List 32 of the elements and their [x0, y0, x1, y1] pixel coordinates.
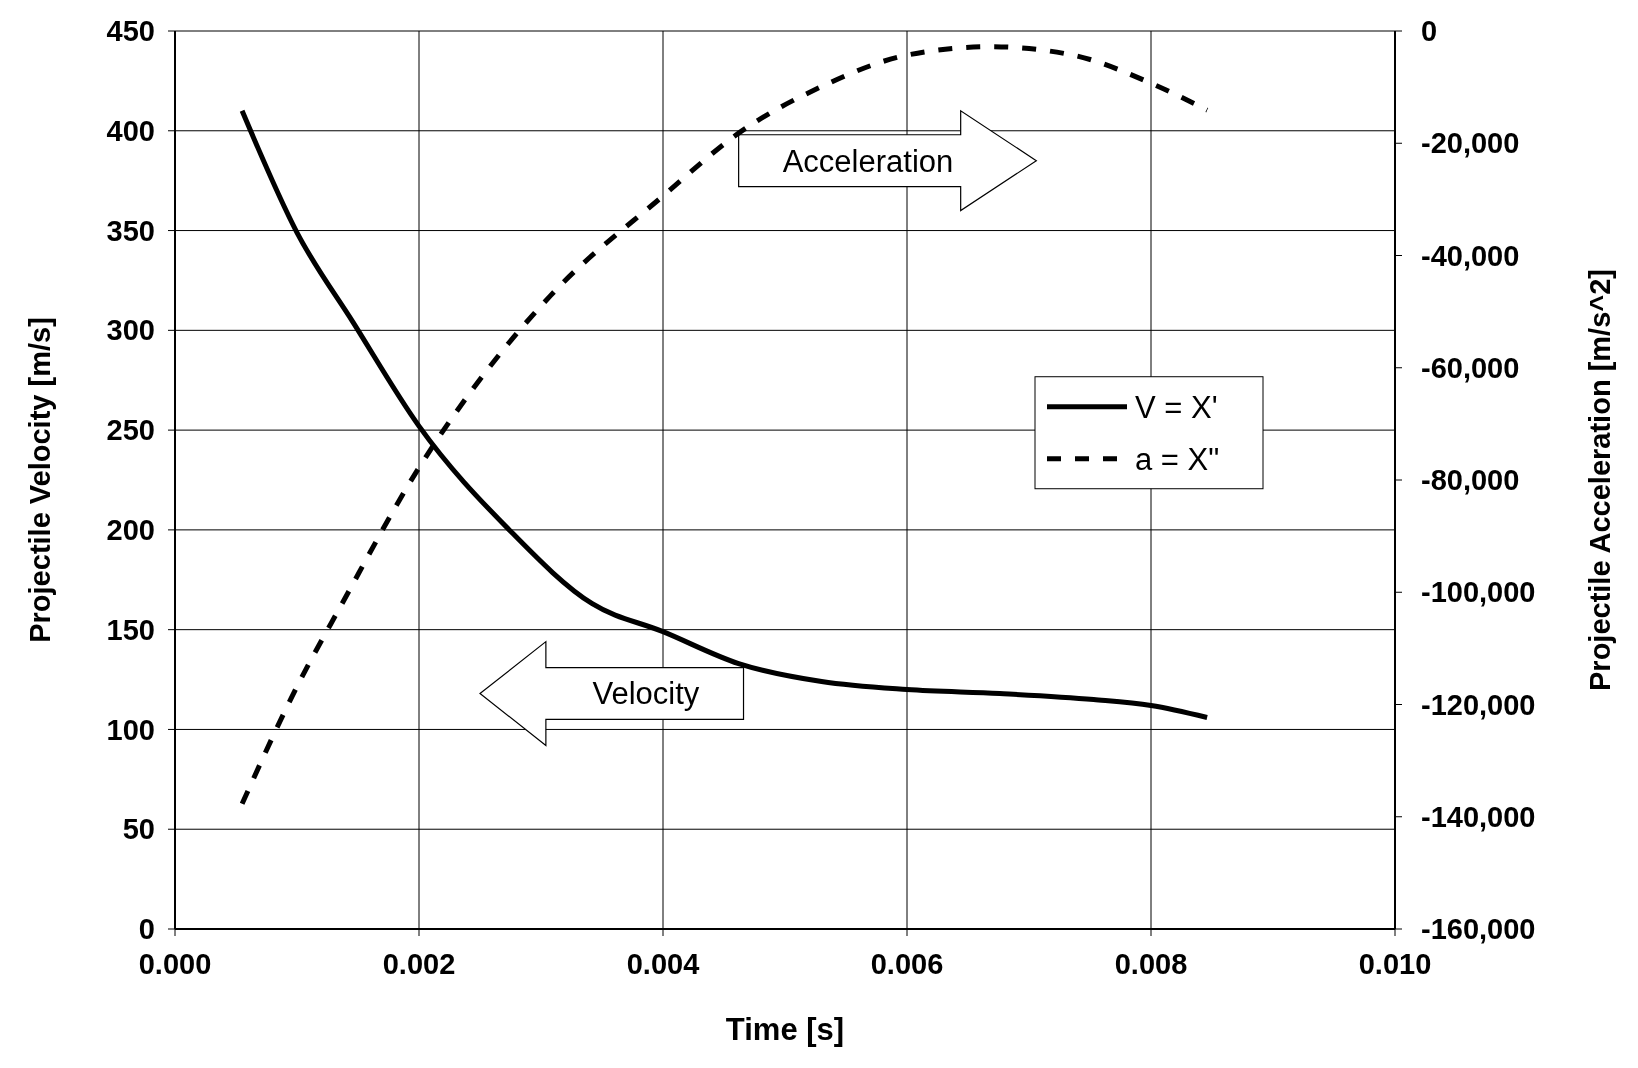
legend-label: V = X': [1135, 389, 1218, 425]
y-tick-label: 200: [106, 514, 155, 547]
y2-tick-label: -20,000: [1421, 127, 1520, 160]
y-tick-label: 150: [106, 613, 155, 646]
annotation: Acceleration: [782, 143, 954, 179]
y-axis-title: Projectile Velocity [m/s]: [24, 317, 56, 643]
x-tick-label: 0.000: [138, 948, 212, 980]
y2-tick-label: -140,000: [1421, 800, 1536, 833]
y2-tick-label: -80,000: [1421, 464, 1520, 497]
x-tick-label: 0.010: [1358, 948, 1432, 980]
y2-tick-label: -40,000: [1421, 239, 1520, 272]
y2-tick-label: -60,000: [1421, 351, 1520, 384]
y-tick-label: 300: [106, 314, 155, 347]
x-tick-label: 0.008: [1114, 948, 1188, 980]
y2-tick-label: -120,000: [1421, 688, 1536, 721]
y-tick-label: 250: [106, 414, 155, 447]
y2-axis-title: Projectile Acceleration [m/s^2]: [1584, 268, 1616, 692]
y2-tick-label: -100,000: [1421, 576, 1536, 609]
y2-tick-label: 0: [1421, 15, 1438, 48]
x-tick-label: 0.002: [382, 948, 456, 980]
y-tick-label: 450: [106, 15, 155, 48]
x-axis-title: Time [s]: [725, 1012, 845, 1047]
x-tick-label: 0.006: [870, 948, 944, 980]
y-tick-label: 400: [106, 114, 155, 147]
y-tick-label: 0: [138, 913, 155, 946]
legend-label: a = X": [1135, 441, 1220, 477]
x-tick-label: 0.004: [626, 948, 700, 980]
y-tick-label: 50: [122, 813, 155, 846]
y2-tick-label: -160,000: [1421, 913, 1536, 946]
y-tick-label: 350: [106, 214, 155, 247]
y-tick-label: 100: [106, 713, 155, 746]
annotation: Velocity: [592, 676, 700, 712]
